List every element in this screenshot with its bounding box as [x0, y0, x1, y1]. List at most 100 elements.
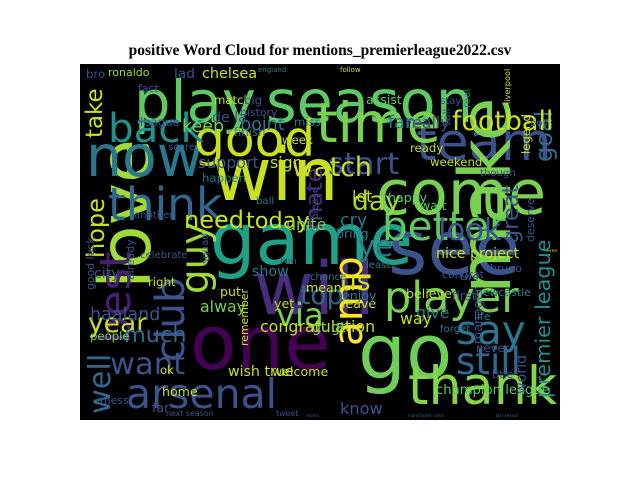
word-finish: finish	[234, 125, 266, 139]
word-ok: ok	[160, 363, 174, 377]
word-now: now	[86, 124, 203, 190]
word-miss: miss	[294, 115, 321, 129]
word-see: see	[388, 204, 521, 292]
word-thank: thank	[408, 356, 558, 417]
word-well: well	[83, 354, 118, 414]
word-sign: sign	[270, 153, 303, 172]
word-play: play	[134, 69, 256, 136]
word-mate: mate	[300, 168, 328, 230]
word-celebrate: celebrate	[140, 250, 188, 261]
word-follow: follow	[340, 66, 361, 74]
word-chelsea: chelsea	[202, 66, 257, 82]
word-cloud-panel: play season team win come game see make love one g…	[80, 64, 560, 420]
word-via: via	[276, 296, 324, 334]
word-people: people	[90, 329, 130, 343]
word-goal: goal	[530, 111, 558, 163]
word-newcastle: newcastle	[476, 286, 531, 299]
word-gt-gt: gt gt	[312, 320, 346, 336]
word-put: put	[220, 284, 241, 299]
word-big: big	[244, 93, 262, 107]
word-month: month	[306, 413, 320, 418]
word-liverpool: liverpool	[502, 69, 512, 104]
word-watch: watch	[292, 152, 372, 183]
word-today: today	[246, 208, 310, 234]
word-great: great	[498, 185, 524, 244]
word-back: back	[108, 104, 205, 152]
word-welcome: welcome	[272, 364, 328, 379]
word-last-season: last season	[496, 413, 519, 418]
word-make: make	[444, 97, 527, 294]
word-need: need	[184, 206, 244, 234]
word-one: one	[190, 299, 331, 387]
word-let: let	[352, 187, 372, 206]
word-alway: alway	[200, 297, 246, 316]
word-though: though	[480, 168, 516, 179]
word-year: year	[88, 308, 147, 339]
word-lad: lad	[174, 66, 195, 82]
word-life: life	[474, 310, 491, 323]
word-win: win	[212, 133, 339, 218]
word-unite: unite	[286, 215, 326, 234]
word-congratulation: congratulation	[260, 317, 375, 336]
word-call: call	[442, 109, 453, 126]
word-right: right	[148, 275, 176, 289]
word-day: day	[352, 186, 401, 217]
word-better: better	[382, 202, 506, 250]
word-start: start	[328, 147, 399, 182]
word-say: say	[456, 306, 526, 354]
word-even: even	[546, 249, 558, 254]
word-another: another	[134, 210, 174, 221]
word-fan: fan	[388, 113, 416, 133]
word-city: city	[94, 266, 120, 282]
word-chance: chance	[310, 272, 346, 283]
word-run: run	[280, 256, 297, 267]
word-still: still	[456, 339, 521, 383]
word-happen: happen	[202, 171, 246, 185]
word-ronaldo: ronaldo	[108, 66, 150, 79]
word-show: show	[252, 264, 289, 280]
word-league: league	[140, 115, 180, 129]
word-know: know	[340, 399, 383, 418]
word-real: real	[462, 89, 473, 108]
word-england: england	[258, 66, 286, 74]
word-love: love	[84, 139, 167, 289]
word-wish-true: wish true	[228, 364, 294, 380]
word-please: please	[310, 187, 321, 220]
word-game: game	[210, 198, 413, 281]
word-champion-league: champion league	[436, 383, 550, 398]
word-season: season	[266, 67, 473, 136]
word-tweet: tweet	[276, 409, 298, 418]
word-bruno: bruno	[490, 262, 522, 275]
word-nice-project: nice project	[436, 246, 520, 262]
word-least: least	[366, 260, 390, 271]
word-next-season: next season	[166, 409, 214, 418]
word-enjoy: enjoy	[342, 288, 377, 303]
word-de-la: de la	[212, 110, 247, 126]
word-never: never	[476, 341, 510, 355]
word-bro: bro	[86, 67, 105, 81]
word-legend: legend	[519, 114, 533, 154]
word-arsenal: arsenal	[126, 370, 277, 418]
word-title: title	[492, 368, 514, 381]
word-good: good	[194, 112, 315, 168]
word-wait: wait	[420, 198, 447, 213]
word-hope: hope	[82, 198, 110, 258]
word-support: support	[198, 153, 259, 172]
word-keep: keep	[182, 117, 224, 137]
word-amp: amp	[324, 256, 372, 346]
word-ready: ready	[410, 141, 443, 155]
word-history: history	[240, 106, 278, 119]
word-point: point	[240, 115, 285, 135]
word-player: player	[384, 273, 519, 323]
word-want: want	[110, 347, 185, 382]
word-deserve: deserve	[524, 198, 537, 242]
word-believe: believe	[406, 286, 452, 301]
word-cry: cry	[340, 211, 367, 231]
word-us: us	[340, 266, 371, 297]
word-team: team	[416, 112, 552, 173]
word-already: already	[124, 239, 137, 280]
word-time: time	[316, 92, 441, 156]
word-messi: messi	[100, 394, 132, 407]
word-remember: remember	[238, 289, 251, 346]
